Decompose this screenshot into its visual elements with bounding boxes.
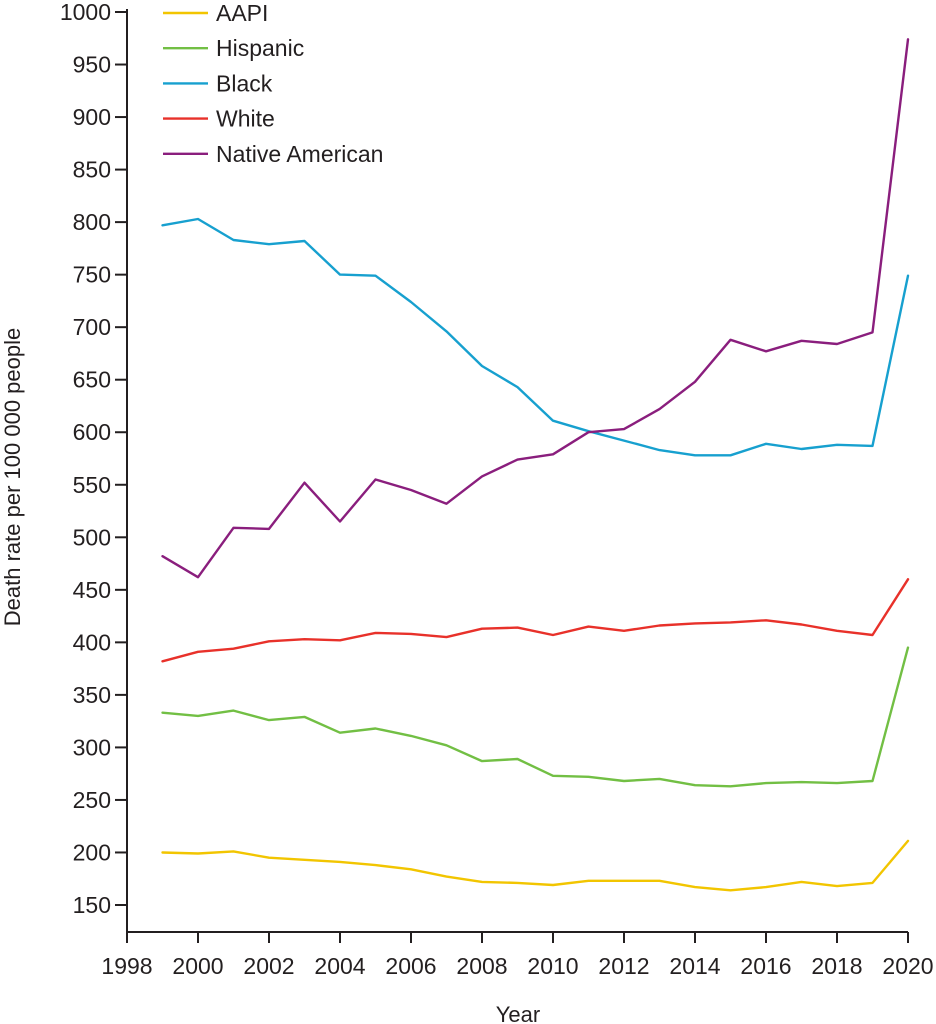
x-tick-label: 2004 (314, 953, 365, 979)
x-tick-label: 2010 (527, 953, 578, 979)
y-tick-label: 150 (73, 892, 111, 918)
x-tick-label: 2012 (598, 953, 649, 979)
y-tick-label: 250 (73, 787, 111, 813)
legend-label-hispanic: Hispanic (216, 35, 304, 61)
legend: AAPI Hispanic Black White Native American (163, 0, 383, 167)
legend-label-black: Black (216, 70, 273, 96)
y-tick-label: 650 (73, 367, 111, 393)
y-axis-title: Death rate per 100 000 people (0, 328, 25, 626)
x-tick-label: 1998 (101, 953, 152, 979)
y-tick-label: 850 (73, 157, 111, 183)
series-line-aapi (161, 839, 910, 892)
legend-label-white: White (216, 106, 275, 132)
y-tick-label: 950 (73, 52, 111, 78)
y-tick-label: 800 (73, 209, 111, 235)
series-line-white (161, 578, 910, 663)
y-tick-label: 300 (73, 734, 111, 760)
x-tick-label: 2006 (385, 953, 436, 979)
y-tick-label: 200 (73, 839, 111, 865)
series-line-native-american (161, 38, 910, 579)
y-axis-ticks: 150 200 250 300 350 400 450 500 550 600 650 700 750 8… (60, 0, 127, 918)
legend-label-native-american: Native American (216, 141, 383, 167)
series-lines (161, 38, 910, 892)
y-tick-label: 750 (73, 262, 111, 288)
x-tick-label: 2002 (243, 953, 294, 979)
legend-label-aapi: AAPI (216, 0, 268, 26)
axes (126, 9, 908, 933)
y-tick-label: 450 (73, 577, 111, 603)
x-tick-label: 2014 (669, 953, 720, 979)
x-tick-label: 2016 (740, 953, 791, 979)
x-tick-label: 2018 (811, 953, 862, 979)
y-tick-label: 550 (73, 472, 111, 498)
x-axis-ticks: 1998 2000 2002 2004 2006 2008 2010 2012 2014 2016… (101, 932, 934, 979)
x-tick-label: 2020 (882, 953, 933, 979)
y-tick-label: 600 (73, 419, 111, 445)
y-tick-label: 500 (73, 524, 111, 550)
y-tick-label: 700 (73, 314, 111, 340)
x-tick-label: 2008 (456, 953, 507, 979)
series-line-black (161, 217, 910, 457)
y-tick-label: 350 (73, 682, 111, 708)
x-axis-title: Year (496, 1002, 540, 1024)
y-tick-label: 900 (73, 104, 111, 130)
y-tick-label: 400 (73, 629, 111, 655)
x-tick-label: 2000 (172, 953, 223, 979)
y-tick-label: 1000 (60, 0, 111, 25)
series-line-hispanic (161, 646, 910, 788)
